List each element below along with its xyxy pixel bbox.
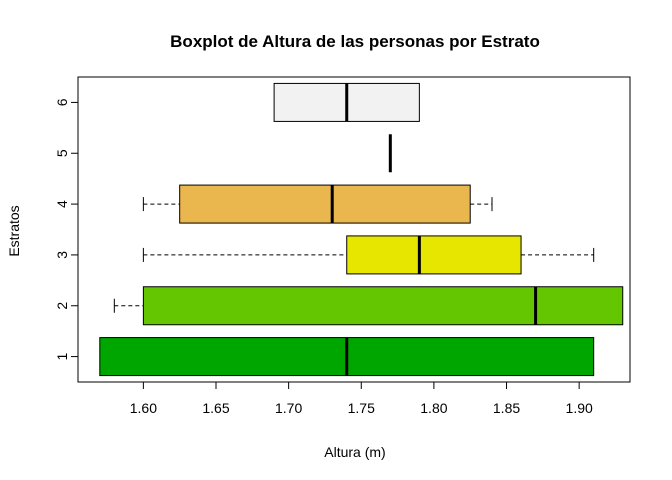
x-tick-label: 1.70 [275, 400, 302, 416]
box-stratum-6 [273, 82, 420, 122]
box-stratum-4 [142, 184, 493, 224]
box-stratum-2 [113, 286, 624, 326]
y-tick-label: 5 [54, 149, 70, 157]
x-tick-label: 1.85 [493, 400, 520, 416]
box-iqr [346, 235, 522, 275]
y-tick-label: 6 [54, 98, 70, 106]
y-tick-label: 2 [54, 302, 70, 310]
plot-frame [77, 76, 631, 383]
x-axis-label: Altura (m) [324, 444, 385, 460]
x-tick-label: 1.65 [202, 400, 229, 416]
box-iqr [142, 286, 624, 326]
y-axis: 1 2 3 4 5 6 [54, 98, 79, 360]
x-tick-label: 1.90 [566, 400, 593, 416]
y-tick-label: 3 [54, 251, 70, 259]
box-group [99, 82, 624, 377]
x-axis: 1.60 1.65 1.70 1.75 1.80 1.85 1.90 [130, 381, 593, 416]
x-tick-label: 1.75 [348, 400, 375, 416]
box-iqr [179, 184, 471, 224]
x-tick-label: 1.60 [130, 400, 157, 416]
box-stratum-3 [142, 235, 595, 275]
y-axis-label: Estratos [6, 205, 22, 256]
y-tick-label: 4 [54, 200, 70, 208]
chart-title: Boxplot de Altura de las personas por Es… [170, 32, 540, 51]
x-tick-label: 1.80 [420, 400, 447, 416]
y-tick-label: 1 [54, 352, 70, 360]
box-stratum-1 [99, 337, 595, 377]
